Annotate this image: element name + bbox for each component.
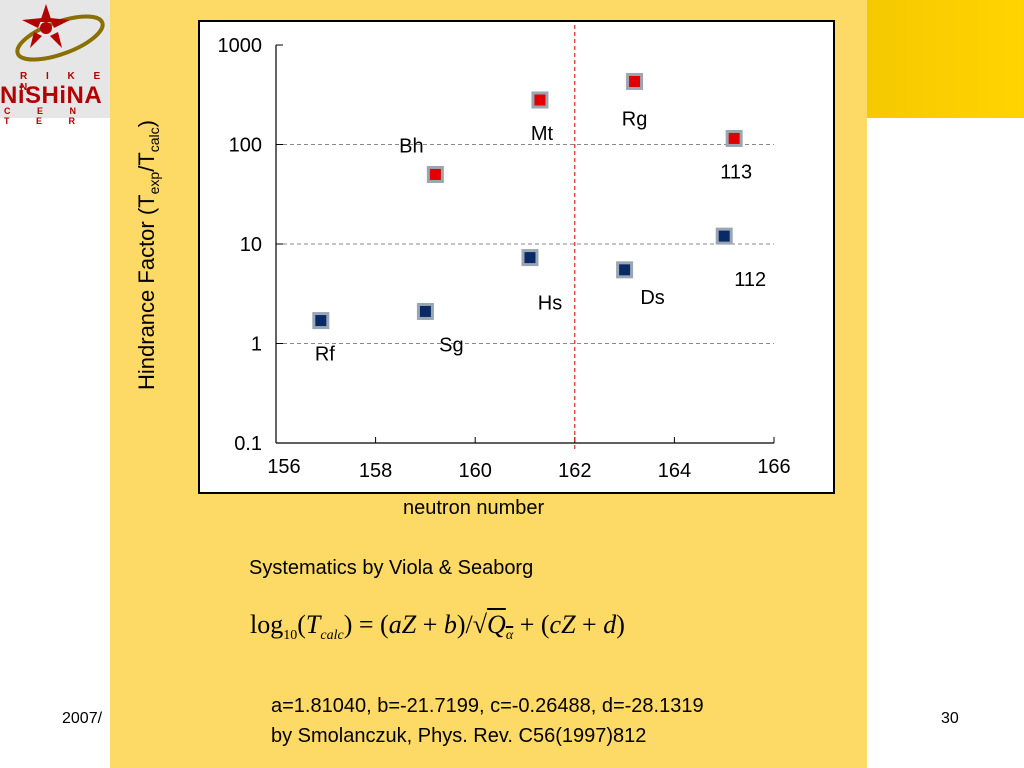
data-label: Rg (622, 108, 648, 130)
data-point (429, 168, 441, 180)
data-point (419, 305, 431, 317)
data-point (534, 94, 546, 106)
x-tick-label: 162 (558, 460, 591, 482)
viola-seaborg-formula: log10(Tcalc) = (aZ + b)/√Qα + (cZ + d) (250, 610, 625, 644)
y-tick-label: 1 (251, 334, 262, 356)
data-label: Bh (399, 135, 423, 157)
citation: by Smolanczuk, Phys. Rev. C56(1997)812 (271, 725, 647, 747)
data-point (619, 264, 631, 276)
plot-frame (198, 20, 835, 494)
x-tick-label: 164 (658, 460, 691, 482)
data-label: 113 (720, 161, 752, 183)
x-tick-label: 166 (757, 456, 790, 478)
x-axis-label: neutron number (403, 497, 545, 519)
data-label: Hs (538, 293, 562, 315)
data-point (524, 252, 536, 264)
data-label: 112 (734, 269, 766, 291)
logo-nishina-text: NiSHiNA (0, 82, 103, 109)
data-label: Rf (315, 344, 335, 366)
y-tick-label: 0.1 (234, 433, 262, 455)
page-number: 30 (941, 710, 959, 727)
y-tick-label: 1000 (218, 35, 263, 57)
x-tick-label: 158 (359, 460, 392, 482)
logo-center-text: C E N T E R (4, 106, 89, 126)
systematics-title: Systematics by Viola & Seaborg (249, 557, 534, 579)
y-axis-label: Hindrance Factor (Texp/Tcalc) (133, 120, 163, 390)
data-point (728, 132, 740, 144)
data-label: Mt (531, 123, 554, 145)
data-label: Ds (640, 287, 664, 309)
data-point (718, 230, 730, 242)
logo-emblem-icon (15, 4, 105, 62)
logo-riken-text: R I K E N (20, 71, 109, 93)
x-tick-label: 160 (459, 460, 492, 482)
footer-date: 2007/ (62, 710, 103, 727)
formula-parameters: a=1.81040, b=-21.7199, c=-0.26488, d=-28… (271, 695, 704, 717)
y-tick-label: 100 (229, 135, 262, 157)
riken-nishina-logo: R I K E N NiSHiNA C E N T E R (0, 0, 110, 126)
x-tick-label: 156 (267, 456, 300, 478)
y-tick-label: 10 (240, 234, 262, 256)
data-point (315, 315, 327, 327)
data-label: Sg (439, 334, 463, 356)
data-point (629, 75, 641, 87)
